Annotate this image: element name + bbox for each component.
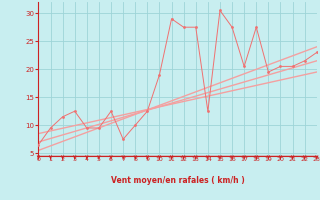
X-axis label: Vent moyen/en rafales ( km/h ): Vent moyen/en rafales ( km/h ) [111,176,244,185]
